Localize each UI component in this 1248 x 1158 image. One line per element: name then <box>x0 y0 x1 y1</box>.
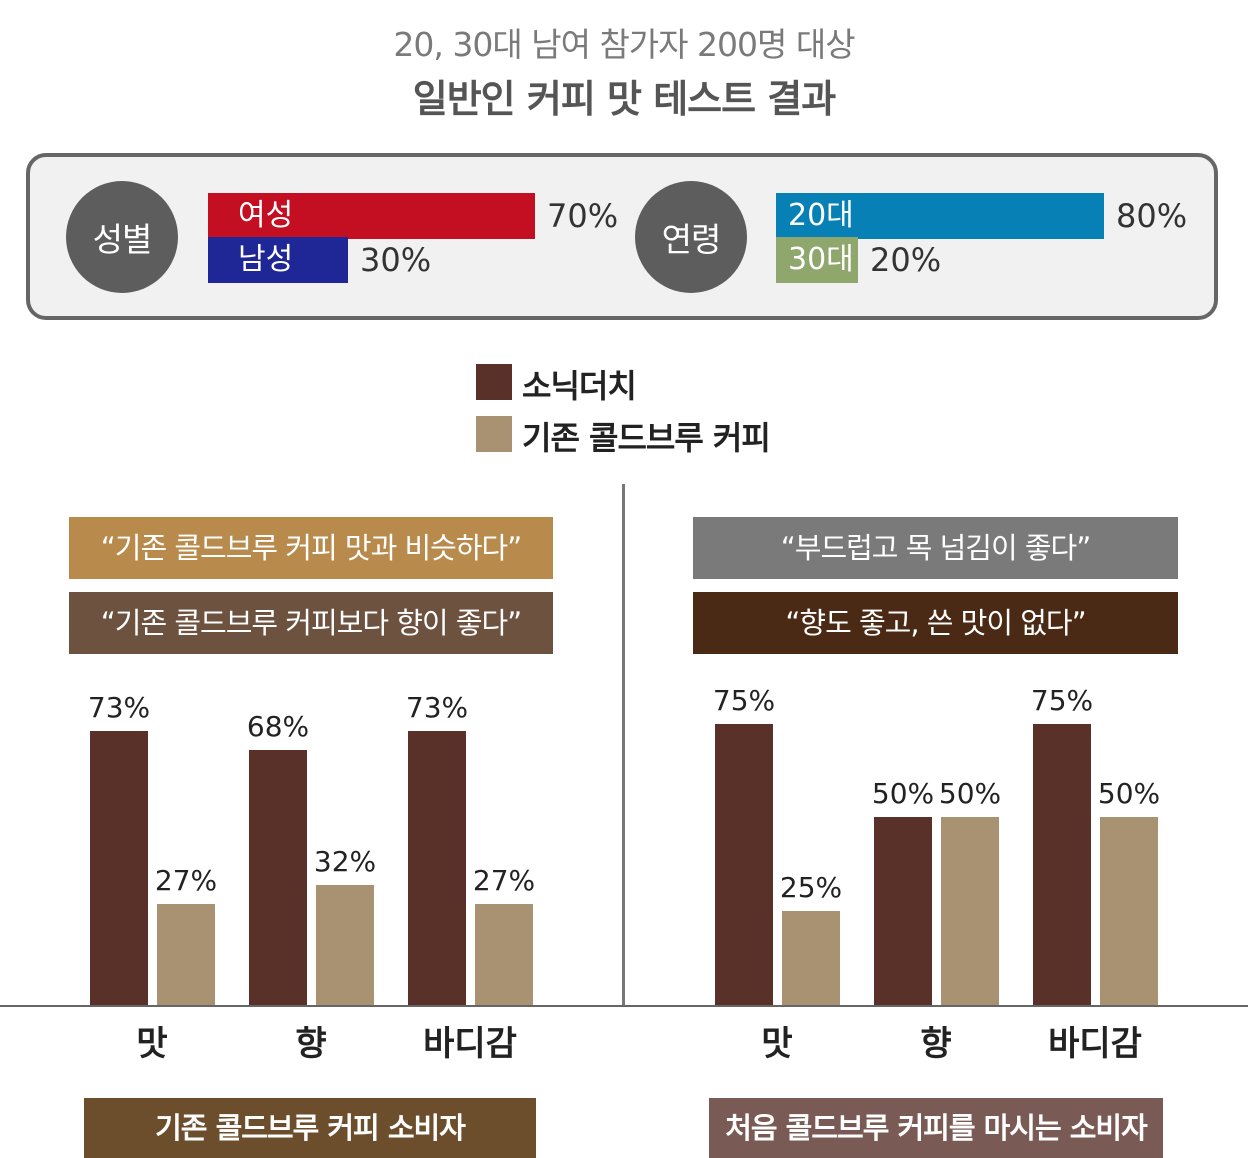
bar-cold-brew <box>1100 817 1158 1005</box>
age-bar-20s: 20대 <box>776 193 1104 239</box>
bar-cold-brew <box>475 904 533 1005</box>
age-bar-30s: 30대 <box>776 237 858 283</box>
gender-bar-male: 남성 <box>208 237 348 283</box>
quote-banner: “부드럽고 목 넘김이 좋다” <box>693 517 1178 579</box>
data-label: 73% <box>87 691 151 724</box>
category-label: 향 <box>295 1024 327 1064</box>
category-label: 향 <box>920 1024 952 1064</box>
category-label: 바디감 <box>1048 1024 1142 1064</box>
bar-cold-brew <box>782 911 840 1005</box>
data-label: 32% <box>313 845 377 878</box>
bar-sonic-dutch <box>90 731 148 1005</box>
data-label: 27% <box>472 864 536 897</box>
data-label: 75% <box>712 684 776 717</box>
footer-label: 처음 콜드브루 커피를 마시는 소비자 <box>709 1098 1163 1158</box>
category-label: 맛 <box>761 1024 793 1064</box>
bar-cold-brew <box>157 904 215 1005</box>
quote-banner: “기존 콜드브루 커피 맛과 비슷하다” <box>69 517 553 579</box>
data-label: 50% <box>938 777 1002 810</box>
category-label: 맛 <box>136 1024 168 1064</box>
data-label: 27% <box>154 864 218 897</box>
data-label: 50% <box>871 777 935 810</box>
page-subtitle: 20, 30대 남여 참가자 200명 대상 <box>393 25 855 64</box>
legend-swatch-sonic-dutch <box>476 364 512 400</box>
data-label: 50% <box>1097 777 1161 810</box>
bar-sonic-dutch <box>874 817 932 1005</box>
page-title: 일반인 커피 맛 테스트 결과 <box>412 77 836 121</box>
footer-label: 기존 콜드브루 커피 소비자 <box>84 1098 536 1158</box>
quote-banner: “기존 콜드브루 커피보다 향이 좋다” <box>69 592 553 654</box>
legend-swatch-cold-brew <box>476 416 512 452</box>
data-label: 73% <box>405 691 469 724</box>
gender-badge: 성별 <box>66 181 178 293</box>
bar-sonic-dutch <box>1033 724 1091 1005</box>
data-label: 25% <box>779 871 843 904</box>
chart-baseline <box>0 1005 1248 1007</box>
bar-sonic-dutch <box>408 731 466 1005</box>
panel-divider <box>622 484 625 1006</box>
age-20s-value: 80% <box>1116 197 1188 235</box>
bar-sonic-dutch <box>249 750 307 1005</box>
bar-cold-brew <box>316 885 374 1005</box>
gender-female-value: 70% <box>547 197 619 235</box>
gender-male-value: 30% <box>360 241 432 279</box>
quote-banner: “향도 좋고, 쓴 맛이 없다” <box>693 592 1178 654</box>
bar-sonic-dutch <box>715 724 773 1005</box>
bar-cold-brew <box>941 817 999 1005</box>
age-badge: 연령 <box>635 181 747 293</box>
category-label: 바디감 <box>423 1024 517 1064</box>
legend-label-cold-brew: 기존 콜드브루 커피 <box>522 419 771 457</box>
legend-label-sonic-dutch: 소닉더치 <box>522 367 637 405</box>
data-label: 75% <box>1030 684 1094 717</box>
data-label: 68% <box>246 710 310 743</box>
gender-bar-female: 여성 <box>208 193 535 239</box>
age-30s-value: 20% <box>870 241 942 279</box>
